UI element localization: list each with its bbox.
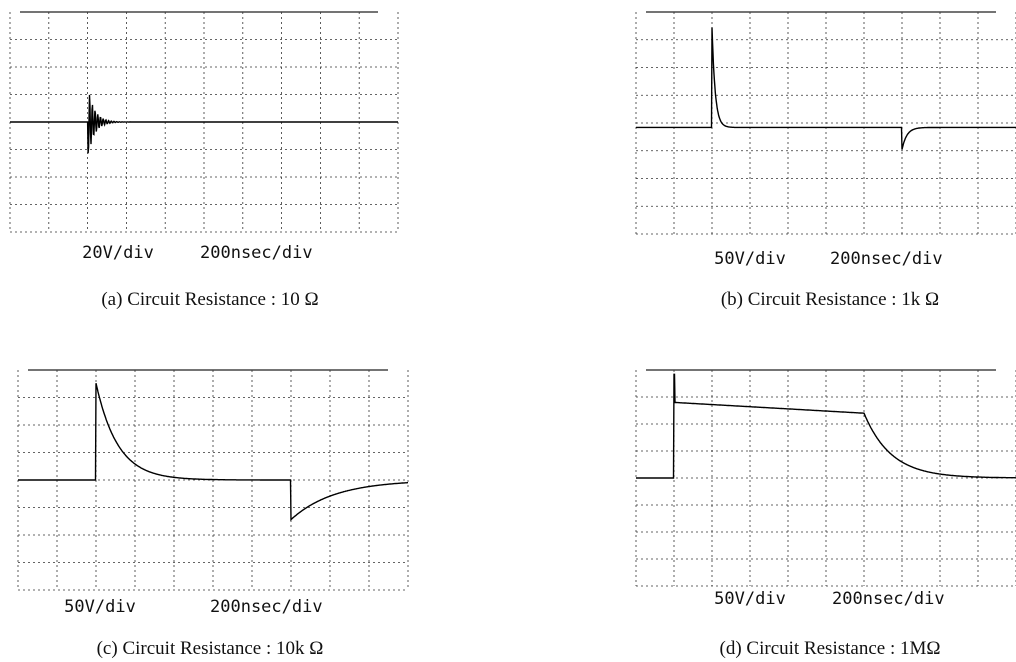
scope-panel: 50V/div 200nsec/div (d) Circuit Resistance… bbox=[636, 370, 1016, 659]
volt-scale: 50V/div bbox=[714, 249, 786, 269]
time-scale: 200nsec/div bbox=[210, 597, 323, 617]
time-scale: 200nsec/div bbox=[200, 243, 313, 263]
volt-scale: 20V/div bbox=[82, 243, 154, 263]
caption: (d) Circuit Resistance : 1MΩ bbox=[720, 638, 941, 659]
scope-panel: 20V/div 200nsec/div (a) Circuit Resistance… bbox=[10, 12, 398, 310]
volt-scale: 50V/div bbox=[714, 589, 786, 609]
caption: (c) Circuit Resistance : 10k Ω bbox=[97, 638, 324, 659]
scope-panel: 50V/div 200nsec/div (c) Circuit Resistance… bbox=[18, 370, 408, 659]
scope-panel: 50V/div 200nsec/div (b) Circuit Resistance… bbox=[636, 12, 1016, 310]
volt-scale: 50V/div bbox=[64, 597, 136, 617]
caption: (b) Circuit Resistance : 1k Ω bbox=[721, 289, 939, 310]
time-scale: 200nsec/div bbox=[830, 249, 943, 269]
caption: (a) Circuit Resistance : 10 Ω bbox=[101, 289, 318, 310]
figure: 20V/div 200nsec/div (a) Circuit Resistance… bbox=[0, 0, 1016, 662]
time-scale: 200nsec/div bbox=[832, 589, 945, 609]
